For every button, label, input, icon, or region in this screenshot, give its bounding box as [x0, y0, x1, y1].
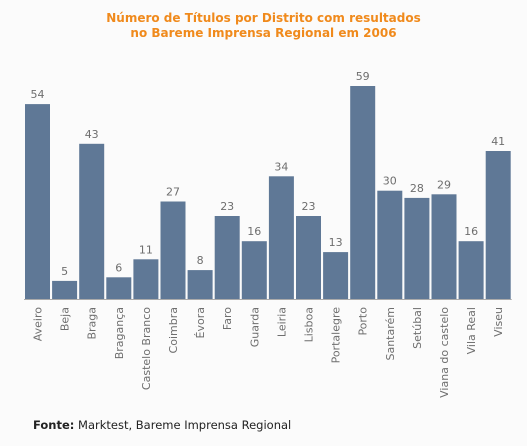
bar-castelo-branco: [133, 259, 159, 299]
bar-porto: [350, 86, 376, 299]
bar-braga: [79, 143, 105, 299]
category-label-porto: Porto: [357, 307, 370, 336]
bars-group: [25, 86, 511, 299]
source-label: Fonte:: [33, 418, 75, 432]
bar-braganca: [106, 277, 132, 299]
value-label-setubal: 28: [410, 182, 424, 195]
value-label-viana-do-castelo: 29: [437, 178, 451, 191]
bar-guarda: [241, 241, 267, 299]
bar-setubal: [404, 197, 430, 299]
category-label-evora: Évora: [194, 307, 207, 338]
value-label-portalegre: 13: [329, 236, 343, 249]
bar-viana-do-castelo: [431, 194, 457, 299]
bar-santarem: [377, 190, 403, 299]
value-label-aveiro: 54: [31, 88, 45, 101]
category-label-beja: Beja: [59, 307, 72, 331]
value-label-braga: 43: [85, 128, 99, 141]
bar-beja: [52, 280, 78, 299]
value-label-vila-real: 16: [464, 225, 478, 238]
bar-chart: 54 5 43 6 11 27 8 23 16 34 23 13 59 30 28 29 16 41 Aveiro…: [24, 70, 512, 398]
category-label-braga: Braga: [86, 307, 99, 340]
bar-coimbra: [160, 201, 186, 299]
category-label-lisboa: Lisboa: [303, 307, 316, 342]
value-label-faro: 23: [220, 200, 234, 213]
category-labels-group: Aveiro Beja Braga Bragança Castelo Branco Coi…: [32, 307, 506, 398]
bar-evora: [187, 270, 213, 299]
bar-viseu: [485, 151, 511, 299]
value-label-lisboa: 23: [302, 200, 316, 213]
value-label-castelo-branco: 11: [139, 243, 153, 256]
source-note: Fonte: Marktest, Bareme Imprensa Regiona…: [33, 418, 291, 432]
category-label-coimbra: Coimbra: [167, 307, 180, 353]
value-label-braganca: 6: [115, 261, 122, 274]
value-label-santarem: 30: [383, 175, 397, 188]
value-label-guarda: 16: [247, 225, 261, 238]
chart-title-line-1: Número de Títulos por Distrito com resul…: [106, 11, 421, 25]
bar-vila-real: [458, 241, 484, 299]
bar-aveiro: [25, 104, 50, 299]
category-label-viana-do-castelo: Viana do castelo: [438, 307, 451, 398]
bar-lisboa: [296, 216, 321, 299]
category-label-aveiro: Aveiro: [32, 307, 45, 341]
value-label-viseu: 41: [491, 135, 505, 148]
value-label-porto: 59: [356, 70, 370, 83]
value-label-evora: 8: [197, 254, 204, 267]
category-label-vila-real: Vila Real: [465, 307, 478, 354]
category-label-setubal: Setúbal: [411, 307, 424, 349]
category-label-braganca: Bragança: [113, 307, 126, 359]
bar-leiria: [268, 176, 294, 299]
value-label-leiria: 34: [274, 160, 288, 173]
category-label-guarda: Guarda: [248, 307, 261, 347]
category-label-castelo-branco: Castelo Branco: [140, 307, 153, 390]
category-label-leiria: Leiria: [275, 307, 288, 337]
chart-title-line-2: no Bareme Imprensa Regional em 2006: [130, 26, 397, 40]
bar-faro: [214, 216, 240, 299]
chart-title: Número de Títulos por Distrito com resul…: [0, 11, 527, 41]
category-label-santarem: Santarém: [384, 307, 397, 361]
value-label-beja: 5: [61, 265, 68, 278]
category-label-portalegre: Portalegre: [330, 307, 343, 364]
value-label-coimbra: 27: [166, 186, 180, 199]
value-labels-group: 54 5 43 6 11 27 8 23 16 34 23 13 59 30 28 29 16 41: [31, 70, 506, 278]
category-label-faro: Faro: [221, 307, 234, 330]
category-label-viseu: Viseu: [492, 307, 505, 337]
bar-portalegre: [323, 252, 349, 299]
source-text: Marktest, Bareme Imprensa Regional: [78, 418, 292, 432]
